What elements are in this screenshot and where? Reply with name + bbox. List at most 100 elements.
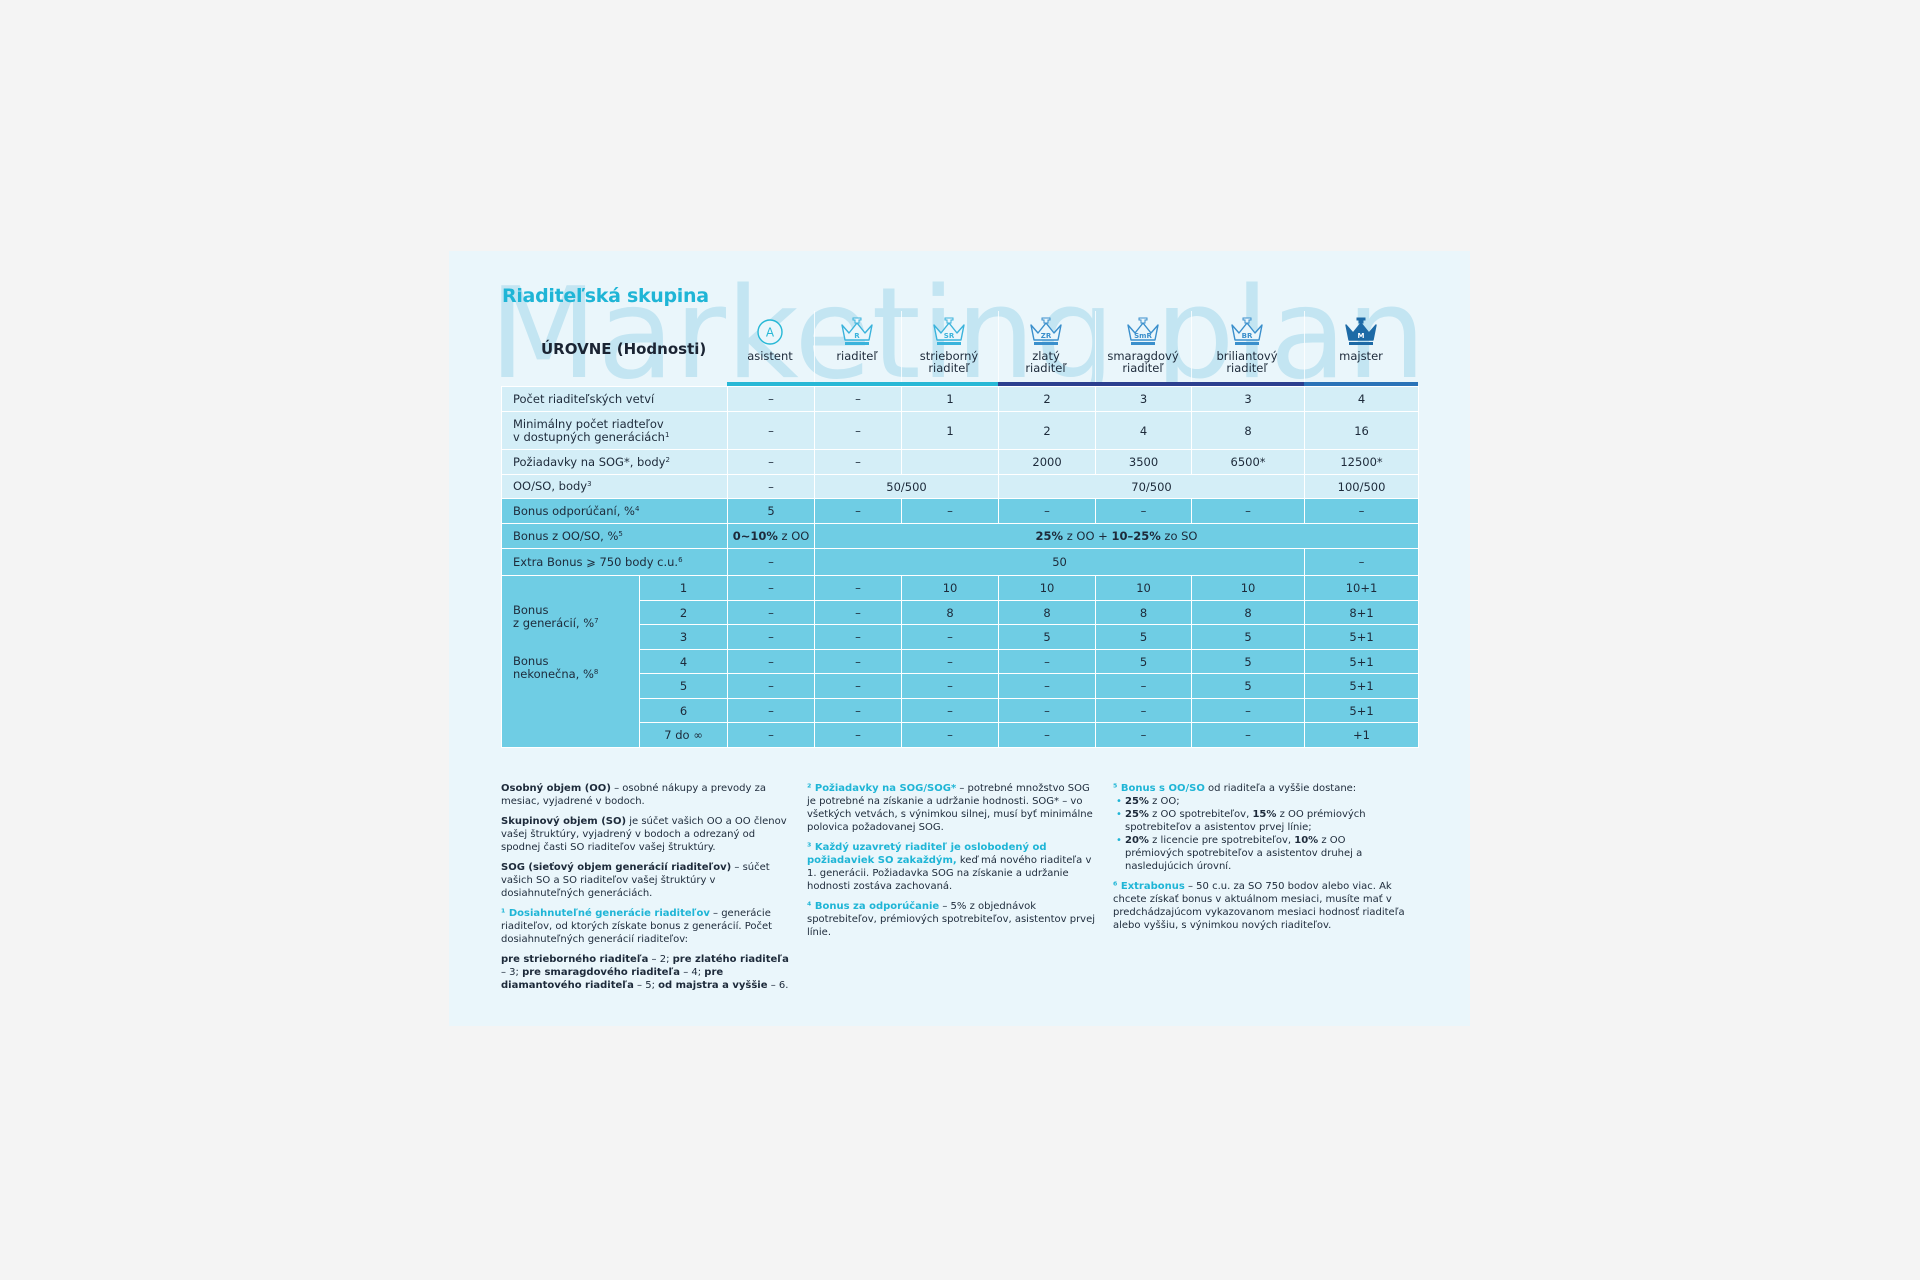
generation-number: 6	[638, 698, 729, 723]
note-text: z OO prémiových spotrebiteľov a asistent…	[1125, 835, 1363, 872]
cell: 10	[998, 575, 1097, 601]
cell: –	[1095, 722, 1193, 748]
cell: –	[901, 498, 1000, 524]
cell: –	[1191, 722, 1306, 748]
cell: –	[727, 698, 816, 723]
cell: –	[814, 449, 903, 475]
cell: 3	[1191, 386, 1306, 412]
svg-text:A: A	[766, 326, 775, 340]
cell: 5+1	[1304, 624, 1420, 650]
note-text: – potrebné množstvo SOG je potrebné na z…	[807, 783, 1093, 833]
cell: –	[727, 673, 816, 699]
cell: –	[1304, 498, 1420, 524]
footnote-list-item: 25% z OO spotrebiteľov, 15% z OO prémiov…	[1116, 808, 1405, 834]
cell: 25% z OO + 10–25% zo SO	[814, 523, 1420, 549]
note-text: Skupinový objem (SO)	[501, 816, 627, 827]
svg-text:ZR: ZR	[1041, 332, 1052, 340]
note-text: je súčet vašich OO a OO členov vašej štr…	[501, 816, 787, 853]
row-label: Bonus odporúčaní, %4	[500, 498, 729, 524]
note-text: ⁴ Bonus za odporúčanie	[807, 901, 940, 912]
cell: 5	[1095, 649, 1193, 674]
row-label: OO/SO, body3	[500, 474, 729, 499]
cell: 8	[998, 600, 1097, 625]
cell: –	[814, 722, 903, 748]
svg-text:M: M	[1358, 332, 1365, 340]
row-generation: 7 do ∞ – – – – – – +1	[502, 722, 1420, 748]
cell: –	[727, 474, 816, 499]
level-name: riaditeľ	[836, 349, 878, 363]
cell: –	[901, 698, 1000, 723]
cell: 5	[1191, 673, 1306, 699]
cell: –	[814, 673, 903, 699]
cell: 1	[901, 386, 1000, 412]
cell: 2000	[998, 449, 1097, 475]
level-name: briliantový riaditeľ	[1216, 349, 1278, 375]
cell: –	[998, 498, 1097, 524]
cell: 8	[901, 600, 1000, 625]
note-text: ⁶ Extrabonus	[1113, 881, 1185, 892]
cell: 12500*	[1304, 449, 1420, 475]
note-text: – osobné nákupy a prevody za mesiac, vyj…	[501, 783, 766, 807]
level-name: smaragdový riaditeľ	[1107, 349, 1179, 375]
level-name: majster	[1339, 349, 1383, 363]
cell: 70/500	[998, 474, 1306, 499]
note-text: 25%	[1125, 796, 1149, 807]
marketing-plan-card: Marketing plan Riaditeľská skupina ÚROVN…	[449, 251, 1470, 1026]
svg-text:SmR: SmR	[1134, 332, 1152, 340]
crown-outline-icon: ZR	[1030, 317, 1062, 345]
cell: 10	[1191, 575, 1306, 601]
cell: –	[901, 649, 1000, 674]
footnote: pre strieborného riaditeľa – 2; pre zlat…	[501, 953, 793, 992]
footnote: Osobný objem (OO) – osobné nákupy a prev…	[501, 782, 793, 808]
levels-heading: ÚROVNE (Hodnosti)	[541, 340, 707, 358]
row-generation: 2– –8 8 8 8 8+1	[502, 600, 1420, 625]
row-generation: Bonus z generácií, %7 Bonus nekonečna, %8…	[501, 575, 1420, 748]
cell: –	[1095, 698, 1193, 723]
cell: –	[727, 449, 816, 475]
row-sog: Požiadavky na SOG*, body2 – – 2000 3500 6500…	[500, 449, 1420, 475]
cell: 2	[998, 386, 1097, 412]
note-text: ³ Každý uzavretý riaditeľ je oslobodený …	[807, 842, 1047, 866]
note-text: 20%	[1125, 835, 1149, 846]
cell: –	[1304, 548, 1420, 576]
cell: –	[998, 673, 1097, 699]
notes-column-1: Osobný objem (OO) – osobné nákupy a prev…	[501, 782, 793, 999]
cell: –	[814, 624, 903, 650]
note-text: – generácie riaditeľov, od ktorých získa…	[501, 908, 773, 945]
svg-text:R: R	[854, 332, 860, 340]
cell: 8	[1191, 600, 1306, 625]
crown-outline-icon: SmR	[1127, 317, 1159, 345]
note-text: z licencie pre spotrebiteľov,	[1148, 835, 1295, 846]
cell: 5+1	[1304, 649, 1420, 674]
generation-number: 2	[638, 600, 729, 625]
cell: 8+1	[1304, 600, 1420, 625]
cell: 4	[1304, 386, 1420, 412]
cell: 5	[1191, 649, 1306, 674]
notes-column-2: ² Požiadavky na SOG/SOG* – potrebné množ…	[807, 782, 1099, 946]
level-header: SR strieborný riaditeľ	[894, 317, 1004, 374]
row-min-directors: Minimálny počet riadteľov v dostupných g…	[500, 411, 1420, 450]
cell: –	[814, 575, 903, 601]
cell: –	[727, 548, 816, 576]
generation-number: 3	[638, 624, 729, 650]
note-text: Osobný objem (OO)	[501, 783, 611, 794]
cell: –	[727, 600, 816, 625]
footnote-list-item: 20% z licencie pre spotrebiteľov, 10% z …	[1116, 834, 1405, 873]
level-name: zlatý riaditeľ	[1025, 349, 1067, 375]
note-text: – 50 c.u. za SO 750 bodov alebo viac. Ak…	[1113, 881, 1405, 931]
level-name: strieborný riaditeľ	[919, 349, 979, 375]
cell: –	[727, 411, 816, 450]
cell: 5+1	[1304, 698, 1420, 723]
row-label: Extra Bonus ⩾ 750 body c.u.6	[500, 548, 729, 576]
row-bonus-oo-so: Bonus z OO/SO, %5 0~10% z OO 25% z OO + …	[500, 523, 1420, 549]
label-bonus-infinity: Bonus nekonečna, %8	[513, 654, 599, 681]
note-text: pre zlatého riaditeľa	[672, 954, 789, 965]
row-extra-bonus: Extra Bonus ⩾ 750 body c.u.6 –50–	[500, 548, 1420, 576]
note-text: z OO spotrebiteľov,	[1148, 809, 1253, 820]
row-label: Požiadavky na SOG*, body2	[500, 449, 729, 475]
cell: 2	[998, 411, 1097, 450]
level-header: BR briliantový riaditeľ	[1192, 317, 1302, 374]
levels-table: Počet riaditeľských vetví – –1 2 3 3 4 Minimá…	[500, 386, 1420, 748]
level-header: ZR zlatý riaditeľ	[991, 317, 1101, 374]
cell: –	[814, 386, 903, 412]
